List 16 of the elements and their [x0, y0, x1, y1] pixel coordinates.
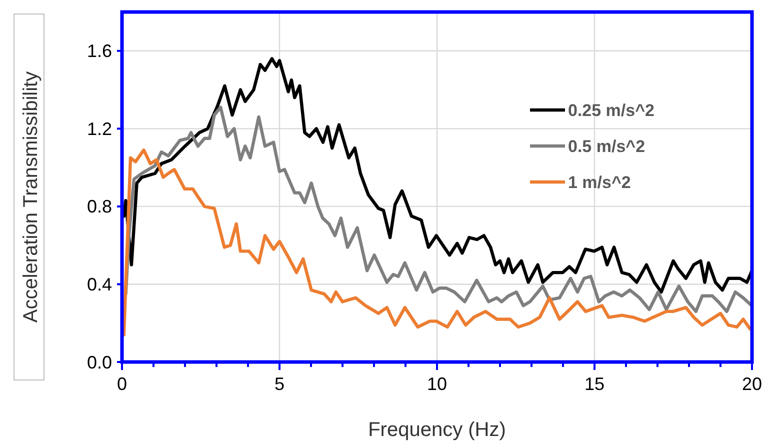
- legend-label: 1 m/s^2: [568, 172, 631, 192]
- x-tick-label: 15: [584, 374, 605, 394]
- y-tick-label: 1.6: [86, 41, 112, 62]
- line-series: [124, 106, 754, 314]
- y-tick-label: 1.2: [86, 118, 112, 139]
- x-tick-label: 10: [426, 374, 448, 394]
- legend-label: 0.5 m/s^2: [568, 136, 646, 156]
- x-tick-label: 5: [274, 374, 285, 394]
- x-tick-label: 20: [742, 374, 762, 394]
- y-tick-label: 0.0: [86, 352, 112, 372]
- y-tick-label: 0.4: [86, 274, 112, 295]
- x-axis-title: Frequency (Hz): [368, 419, 506, 441]
- x-tick-label: 0: [116, 374, 128, 394]
- y-tick-label: 0.8: [86, 196, 112, 217]
- legend-label: 0.25 m/s^2: [568, 100, 654, 120]
- y-axis-title: Acceleration Transmissibility: [20, 71, 42, 323]
